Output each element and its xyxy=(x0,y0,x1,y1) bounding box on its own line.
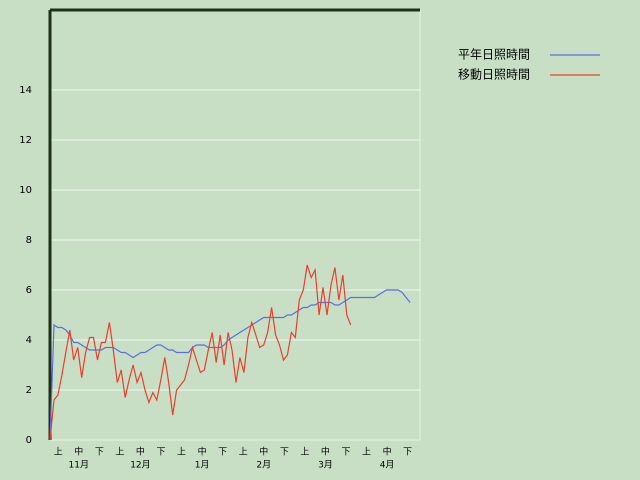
x-tick-label: 下 xyxy=(403,448,412,458)
x-tick-label: 上 xyxy=(54,447,63,458)
month-label: 2月 xyxy=(256,460,271,471)
x-tick-label: 中 xyxy=(136,446,145,458)
month-label: 3月 xyxy=(318,460,333,471)
x-tick-label: 下 xyxy=(95,448,104,458)
y-tick-label: 6 xyxy=(26,285,32,296)
y-tick-label: 8 xyxy=(26,235,32,246)
month-label: 1月 xyxy=(195,460,210,471)
y-tick-label: 0 xyxy=(26,435,32,446)
month-label: 4月 xyxy=(380,460,395,471)
x-tick-label: 下 xyxy=(218,448,227,458)
month-label: 12月 xyxy=(130,460,150,471)
x-tick-label: 上 xyxy=(362,447,371,458)
x-tick-label: 上 xyxy=(300,447,309,458)
legend-label: 平年日照時間 xyxy=(458,48,530,62)
x-tick-label: 上 xyxy=(239,447,248,458)
y-tick-label: 14 xyxy=(19,85,32,96)
y-tick-label: 12 xyxy=(19,135,32,146)
legend-label: 移動日照時間 xyxy=(458,68,530,82)
y-tick-label: 10 xyxy=(19,185,32,196)
x-tick-label: 下 xyxy=(341,448,350,458)
x-tick-label: 上 xyxy=(115,447,124,458)
x-tick-label: 中 xyxy=(321,446,330,458)
y-tick-label: 4 xyxy=(26,335,32,346)
series-line xyxy=(49,264,352,441)
x-tick-label: 中 xyxy=(383,446,392,458)
x-tick-label: 中 xyxy=(74,446,83,458)
month-label: 11月 xyxy=(69,460,89,471)
y-tick-label: 2 xyxy=(26,385,32,396)
x-tick-label: 下 xyxy=(156,448,165,458)
x-tick-label: 下 xyxy=(280,448,289,458)
x-tick-label: 中 xyxy=(259,446,268,458)
x-tick-label: 上 xyxy=(177,447,186,458)
x-tick-label: 中 xyxy=(198,446,207,458)
